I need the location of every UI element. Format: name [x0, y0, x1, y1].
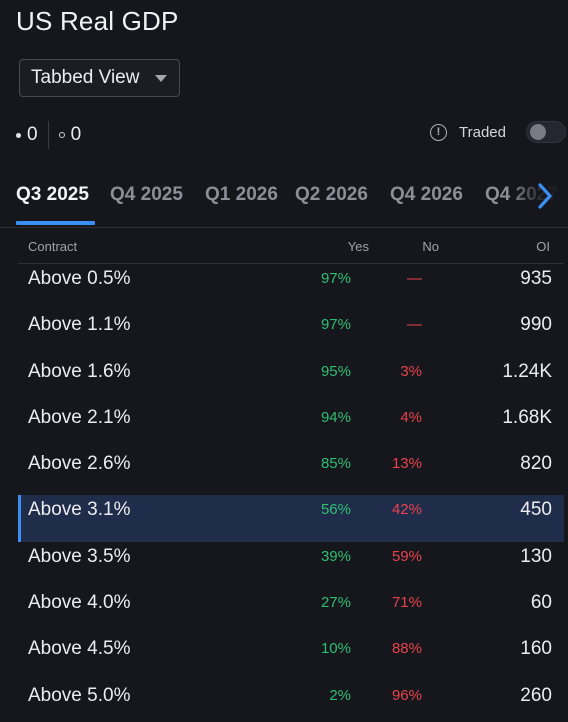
no-price[interactable]: 13%: [391, 455, 422, 473]
traded-filter: ! Traded: [430, 121, 566, 143]
table-body: Above 0.5% 97% — 935 Above 1.1% 97% — 99…: [18, 264, 564, 722]
caret-down-icon: [155, 75, 167, 82]
no-price[interactable]: —: [407, 270, 422, 287]
view-select[interactable]: Tabbed View: [19, 59, 180, 97]
contract-name: Above 0.5%: [28, 268, 131, 289]
no-price[interactable]: 4%: [400, 408, 422, 426]
open-interest: 1.68K: [502, 406, 552, 428]
contract-name: Above 4.5%: [28, 638, 131, 660]
yes-price[interactable]: 97%: [320, 316, 351, 334]
no-price[interactable]: 71%: [391, 594, 422, 612]
contract-name: Above 3.1%: [28, 499, 131, 521]
hollow-count: 0: [70, 124, 82, 145]
no-price[interactable]: 59%: [391, 547, 422, 565]
table-row[interactable]: Above 4.5% 10% 88% 160: [18, 634, 564, 680]
table-header: Contract Yes No OI: [18, 228, 564, 264]
yes-price[interactable]: 27%: [320, 594, 351, 612]
table-row[interactable]: Above 0.5% 97% — 935: [18, 264, 564, 310]
no-price[interactable]: 96%: [391, 686, 422, 704]
tab-q3-2025[interactable]: Q3 2025: [16, 184, 89, 205]
open-interest: 450: [520, 499, 552, 521]
no-price[interactable]: 3%: [400, 362, 422, 380]
yes-price[interactable]: 97%: [320, 270, 351, 287]
filled-dot-icon: [16, 132, 21, 138]
contract-name: Above 5.0%: [28, 684, 131, 706]
open-interest: 60: [530, 592, 552, 614]
filled-counter: 0: [16, 124, 38, 146]
tabs-fade-overlay: [508, 172, 568, 222]
chevron-right-icon[interactable]: [534, 181, 556, 211]
traded-toggle[interactable]: [525, 121, 566, 143]
open-interest: 820: [520, 453, 552, 475]
tab-q4-2026[interactable]: Q4 2026: [390, 184, 463, 205]
toggle-knob: [529, 124, 546, 140]
info-circle-icon[interactable]: !: [430, 123, 447, 141]
open-interest: 160: [520, 638, 552, 660]
open-interest: 130: [520, 545, 552, 567]
table-row[interactable]: Above 5.0% 2% 96% 260: [18, 681, 564, 722]
active-tab-indicator: [16, 221, 95, 225]
table-row-selected[interactable]: Above 3.1% 56% 42% 450: [18, 495, 564, 543]
yes-price[interactable]: 56%: [320, 501, 351, 519]
tab-q1-2026[interactable]: Q1 2026: [205, 184, 278, 205]
view-select-value: Tabbed View: [31, 67, 140, 88]
filled-count: 0: [27, 124, 38, 145]
yes-price[interactable]: 95%: [320, 362, 351, 380]
contracts-table: Contract Yes No OI Above 0.5% 97% — 935 …: [18, 228, 564, 722]
header-oi: OI: [536, 239, 550, 254]
yes-price[interactable]: 39%: [320, 547, 351, 565]
yes-price[interactable]: 10%: [320, 640, 351, 658]
period-tabs: Q3 2025 Q4 2025 Q1 2026 Q2 2026 Q4 2026 …: [0, 172, 568, 228]
table-row[interactable]: Above 3.5% 39% 59% 130: [18, 542, 564, 588]
header-yes: Yes: [347, 239, 369, 254]
hollow-dot-icon: [58, 132, 65, 138]
header-contract: Contract: [28, 239, 78, 254]
table-row[interactable]: Above 4.0% 27% 71% 60: [18, 588, 564, 634]
no-price[interactable]: 88%: [391, 640, 422, 658]
yes-price[interactable]: 2%: [329, 686, 351, 704]
page-title: US Real GDP: [16, 6, 179, 36]
hollow-counter: 0: [58, 124, 82, 146]
tab-q4-2025[interactable]: Q4 2025: [110, 184, 183, 205]
open-interest: 990: [520, 314, 552, 336]
yes-price[interactable]: 94%: [320, 408, 351, 426]
contract-name: Above 2.6%: [28, 453, 131, 475]
open-interest: 1.24K: [502, 360, 552, 382]
no-price[interactable]: —: [407, 316, 422, 334]
contract-name: Above 3.5%: [28, 545, 131, 567]
table-row[interactable]: Above 1.6% 95% 3% 1.24K: [18, 357, 564, 403]
no-price[interactable]: 42%: [391, 501, 422, 519]
contract-name: Above 1.6%: [28, 360, 131, 382]
counter-divider: [47, 121, 49, 149]
table-row[interactable]: Above 2.1% 94% 4% 1.68K: [18, 403, 564, 449]
contract-name: Above 4.0%: [28, 592, 131, 614]
header-no: No: [422, 239, 439, 254]
contract-name: Above 1.1%: [28, 314, 131, 336]
open-interest: 935: [520, 268, 552, 289]
table-row[interactable]: Above 2.6% 85% 13% 820: [18, 449, 564, 495]
yes-price[interactable]: 85%: [320, 455, 351, 473]
table-row[interactable]: Above 1.1% 97% — 990: [18, 310, 564, 356]
open-interest: 260: [520, 684, 552, 706]
contract-name: Above 2.1%: [28, 406, 131, 428]
position-counters: 0 0: [16, 120, 81, 150]
traded-label: Traded: [459, 123, 506, 141]
tab-q2-2026[interactable]: Q2 2026: [295, 184, 368, 205]
